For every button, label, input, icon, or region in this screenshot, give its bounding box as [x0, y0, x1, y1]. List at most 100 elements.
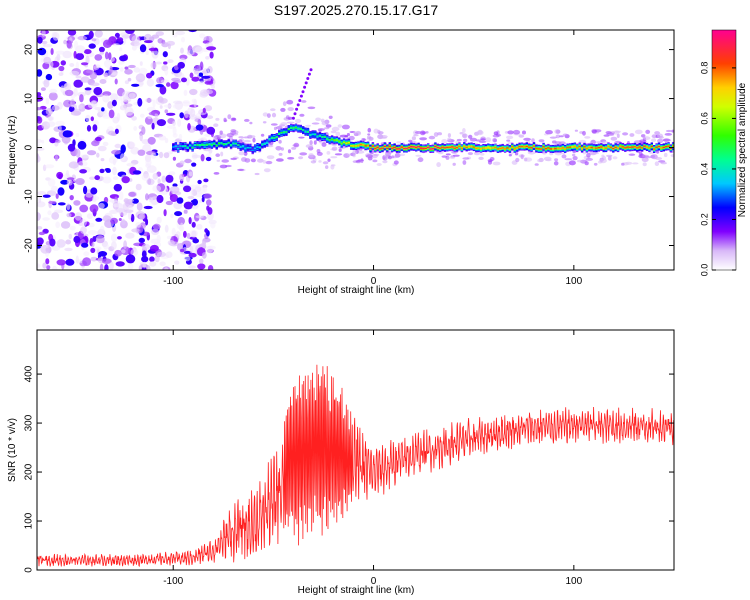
noise-blob [130, 248, 139, 256]
noise-blob [111, 149, 121, 155]
colorbar-tick-label: 0.8 [699, 62, 709, 75]
halo-blob [238, 151, 245, 156]
noise-blob [42, 262, 47, 269]
noise-blob [38, 231, 46, 236]
ridge-cell [181, 145, 185, 147]
noise-blob [45, 108, 53, 116]
ridge-halo [213, 99, 674, 176]
noise-blob [65, 258, 75, 266]
halo-blob [325, 165, 329, 170]
noise-blob [124, 66, 129, 70]
ridge-cell [237, 144, 240, 146]
noise-blob [119, 47, 123, 52]
noise-blob [170, 81, 179, 90]
noise-blob [206, 46, 217, 51]
noise-blob [102, 176, 112, 184]
halo-blob [531, 138, 535, 143]
halo-blob [218, 133, 227, 139]
ridge-cell [619, 145, 622, 147]
ridge-cell [491, 147, 495, 149]
noise-blob [191, 98, 197, 104]
noise-blob [177, 217, 185, 226]
noise-blob [111, 72, 118, 76]
noise-blob [135, 221, 142, 228]
noise-blob [58, 65, 65, 72]
noise-blob [119, 55, 128, 62]
noise-blob [164, 109, 169, 114]
noise-blob [80, 76, 90, 83]
noise-blob [151, 34, 160, 39]
halo-blob [238, 136, 244, 139]
noise-blob [156, 119, 166, 127]
noise-blob [210, 221, 216, 229]
figure-title: S197.2025.270.15.17.G17 [274, 2, 438, 18]
noise-blob [109, 199, 118, 203]
ridge-cell [335, 139, 339, 141]
noise-blob [54, 154, 59, 162]
halo-blob [348, 135, 355, 141]
ridge-cell [268, 138, 271, 140]
noise-blob [156, 234, 161, 243]
noise-blob [186, 232, 191, 239]
ridge-cell [184, 145, 187, 147]
halo-blob [591, 151, 599, 155]
halo-blob [576, 159, 583, 163]
halo-blob [654, 161, 660, 166]
ridge-cell [427, 146, 430, 148]
noise-blob [147, 136, 156, 145]
noise-blob [63, 83, 70, 90]
halo-blob [213, 172, 220, 175]
ridge-cell [503, 148, 507, 150]
noise-blob [47, 210, 52, 216]
halo-blob [384, 152, 389, 156]
noise-blob [151, 50, 159, 59]
halo-blob [651, 138, 657, 142]
noise-blob [95, 136, 102, 142]
ridge-cell [330, 138, 334, 140]
noise-blob [108, 130, 116, 136]
halo-blob [215, 153, 220, 157]
ridge-cell [417, 146, 420, 148]
ridge-cell [600, 146, 603, 148]
noise-blob [127, 77, 132, 82]
ridge-cell [191, 146, 194, 149]
noise-blob [92, 197, 97, 202]
halo-blob [287, 157, 295, 160]
noise-blob [56, 239, 66, 248]
noise-blob [167, 43, 171, 50]
halo-blob [478, 156, 484, 160]
halo-blob [276, 158, 284, 162]
ridge-cell [398, 148, 401, 150]
noise-blob [119, 67, 124, 72]
noise-blob [48, 200, 57, 205]
halo-blob [221, 159, 229, 163]
noise-blob [83, 185, 88, 195]
noise-blob [179, 173, 185, 182]
noise-blob [42, 217, 50, 221]
ridge-cell [424, 147, 427, 149]
ridge-cell [193, 144, 197, 146]
noise-blob [100, 158, 105, 162]
halo-blob [506, 139, 511, 142]
noise-blob [150, 152, 157, 159]
noise-blob [141, 250, 147, 258]
noise-blob [157, 251, 166, 257]
ridge-cell [439, 147, 442, 149]
colorbar: 0.0 0.2 0.4 0.6 0.8 Normalized spectral ampl… [699, 29, 748, 276]
halo-blob [330, 130, 337, 134]
halo-blob [270, 108, 276, 112]
y-tick-label: 200 [24, 463, 35, 480]
noise-blob [101, 258, 112, 265]
y-tick-label: 20 [24, 44, 35, 56]
noise-blob [138, 213, 145, 220]
noise-blob [192, 238, 199, 244]
noise-blob [77, 35, 88, 41]
noise-blob [165, 251, 173, 258]
noise-blob [60, 85, 65, 93]
streak-blob [306, 77, 310, 80]
noise-blob [165, 174, 174, 183]
noise-blob [70, 98, 75, 108]
ridge-cell [516, 147, 519, 149]
noise-blob [172, 120, 176, 127]
